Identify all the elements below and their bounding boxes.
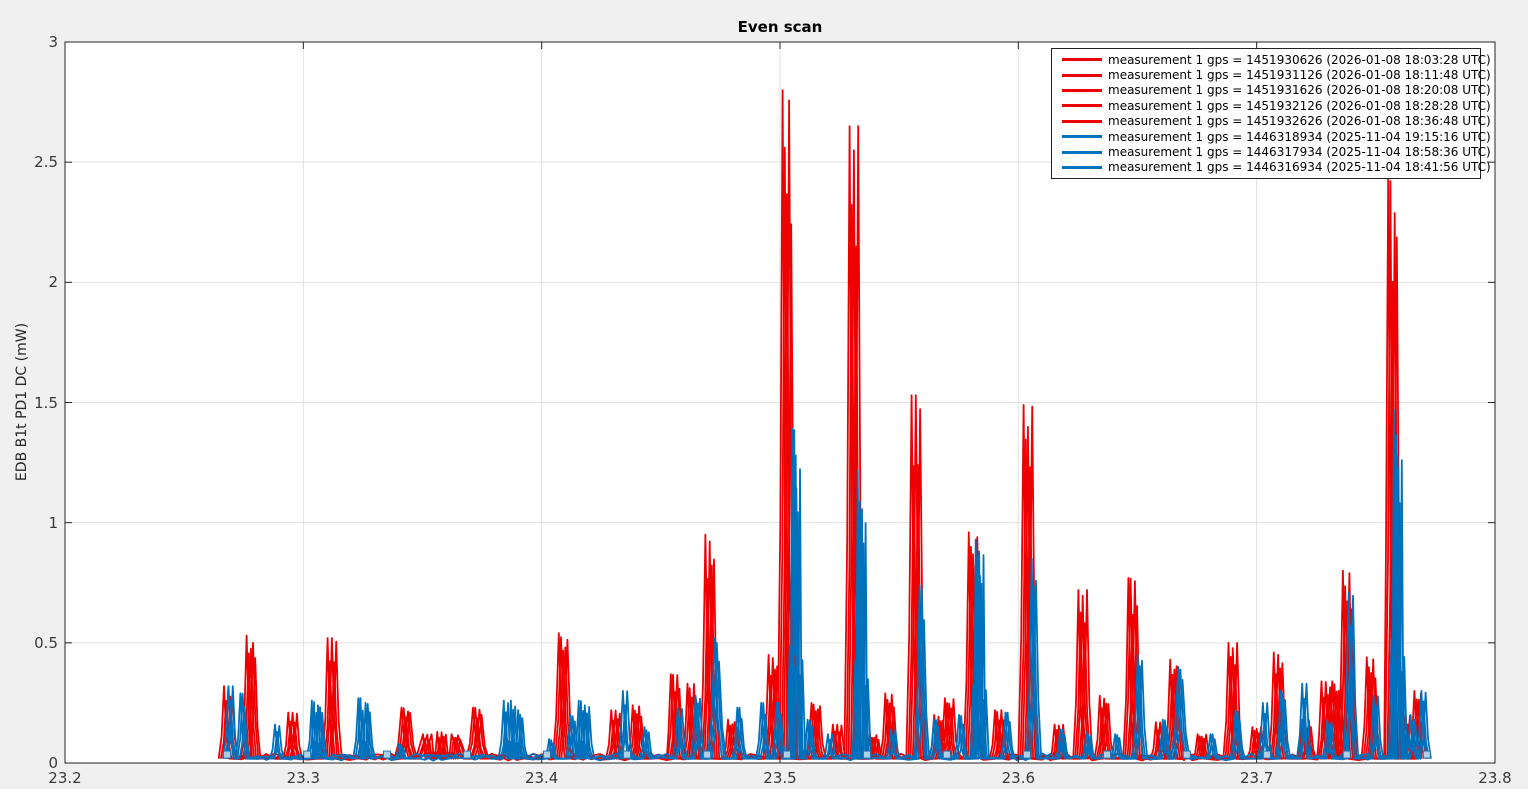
legend-item[interactable]: measurement 1 gps = 1446318934 (2025-11-… [1062,129,1491,144]
y-tick-label: 0 [48,754,58,772]
legend-item[interactable]: measurement 1 gps = 1451931626 (2026-01-… [1062,83,1491,98]
legend-line-swatch [1062,104,1102,108]
chart-title: Even scan [737,18,823,36]
scan-marker [382,750,391,759]
x-tick-label: 23.8 [1478,769,1512,787]
scan-marker [223,750,232,759]
x-tick-label: 23.3 [286,769,321,787]
legend-item[interactable]: measurement 1 gps = 1446316934 (2025-11-… [1062,160,1491,175]
legend-line-swatch [1062,165,1102,169]
scan-marker [1342,750,1351,759]
legend-item[interactable]: measurement 1 gps = 1451930626 (2026-01-… [1062,52,1491,67]
legend-item[interactable]: measurement 1 gps = 1446317934 (2025-11-… [1062,144,1491,159]
legend-line-swatch [1062,58,1102,62]
legend-item-label: measurement 1 gps = 1451932626 (2026-01-… [1108,114,1491,129]
x-tick-label: 23.5 [763,769,797,787]
legend-line-swatch [1062,88,1102,92]
legend-item-label: measurement 1 gps = 1446318934 (2025-11-… [1108,129,1491,144]
legend-line-swatch [1062,135,1102,139]
y-tick-label: 0.5 [34,633,58,652]
y-tick-label: 3 [48,33,58,51]
legend-item-label: measurement 1 gps = 1446316934 (2025-11-… [1108,160,1491,175]
legend-item-label: measurement 1 gps = 1451930626 (2026-01-… [1108,52,1491,67]
legend-line-swatch [1062,119,1102,123]
scan-marker [542,750,551,759]
scan-marker [782,750,791,759]
y-tick-label: 1 [48,513,58,532]
legend-item-label: measurement 1 gps = 1451931126 (2026-01-… [1108,68,1491,83]
x-tick-label: 23.2 [48,769,82,787]
y-tick-label: 1.5 [34,393,58,412]
legend-item-label: measurement 1 gps = 1451932126 (2026-01-… [1108,98,1491,113]
x-tick-label: 23.6 [1001,769,1036,787]
scan-marker [1262,750,1271,759]
scan-marker [942,750,951,759]
x-tick-label: 23.7 [1239,769,1274,787]
y-axis-label: EDB B1t PD1 DC (mW) [14,322,30,482]
scan-marker [1422,750,1431,759]
y-tick-label: 2.5 [34,153,58,172]
legend-line-swatch [1062,73,1102,77]
scan-marker [303,750,312,759]
legend-item-label: measurement 1 gps = 1451931626 (2026-01-… [1108,83,1491,98]
scan-marker [703,750,712,759]
legend-line-swatch [1062,150,1102,154]
x-tick-label: 23.4 [524,769,559,787]
scan-marker [463,750,472,759]
legend-item[interactable]: measurement 1 gps = 1451932126 (2026-01-… [1062,98,1491,113]
legend-item-label: measurement 1 gps = 1446317934 (2025-11-… [1108,145,1491,160]
scan-marker [862,750,871,759]
y-tick-label: 2 [48,273,58,292]
legend-item[interactable]: measurement 1 gps = 1451932626 (2026-01-… [1062,114,1491,129]
figure-bottom-edge [0,789,1528,797]
scan-marker [1182,750,1191,759]
scan-marker [622,750,631,759]
scan-marker [1102,750,1111,759]
legend-box[interactable]: measurement 1 gps = 1451930626 (2026-01-… [1051,48,1491,180]
scan-marker [1022,750,1031,759]
legend-item[interactable]: measurement 1 gps = 1451931126 (2026-01-… [1062,67,1491,82]
